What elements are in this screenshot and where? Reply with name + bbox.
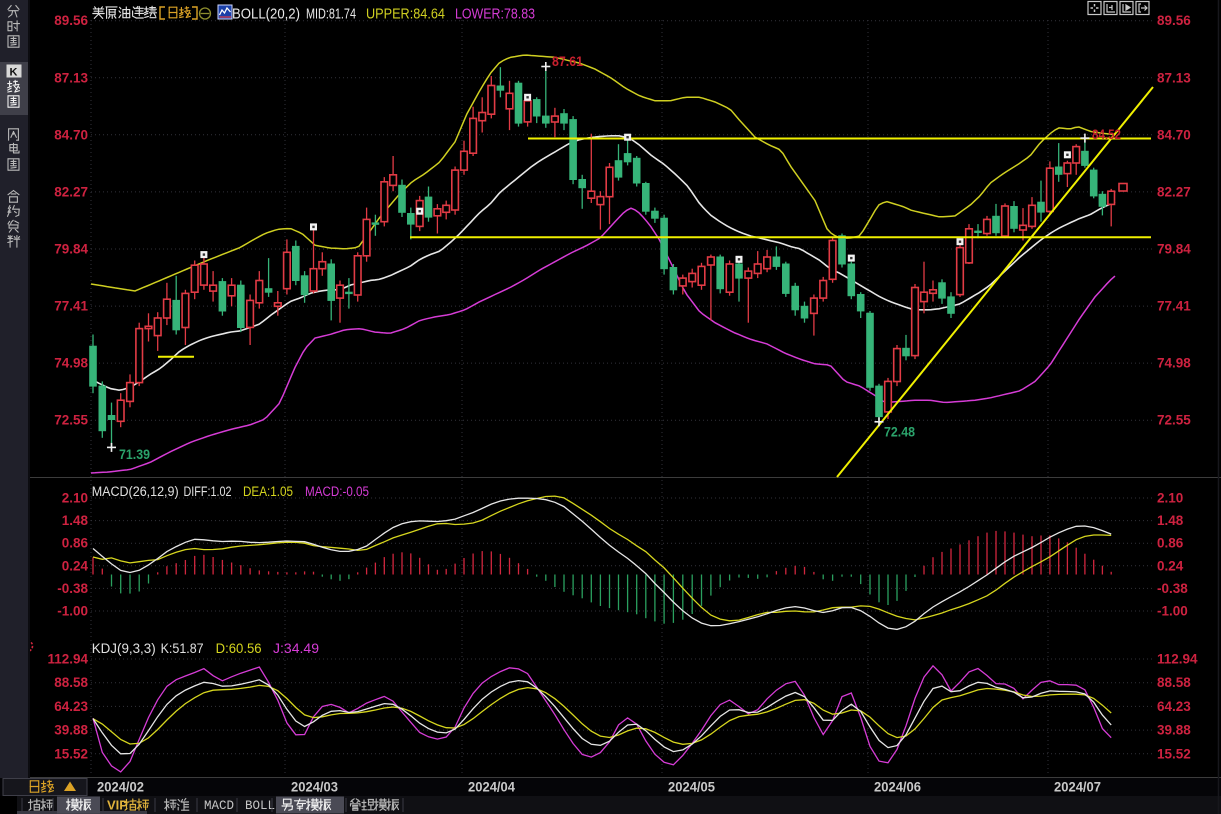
svg-text:74.98: 74.98 (1157, 356, 1191, 371)
svg-text:87.13: 87.13 (1157, 70, 1191, 85)
svg-text:74.98: 74.98 (54, 356, 88, 371)
svg-text:77.41: 77.41 (1157, 299, 1191, 314)
svg-text:84.70: 84.70 (54, 127, 88, 142)
svg-text:82.27: 82.27 (1157, 184, 1191, 199)
svg-text:-0.38: -0.38 (1157, 581, 1188, 596)
svg-text:39.88: 39.88 (1157, 723, 1191, 738)
svg-text:87.13: 87.13 (54, 70, 88, 85)
svg-text:89.56: 89.56 (1157, 13, 1191, 28)
svg-text:88.58: 88.58 (1157, 675, 1191, 690)
svg-text:88.58: 88.58 (54, 675, 88, 690)
svg-text:77.41: 77.41 (54, 299, 88, 314)
svg-text:2024/04: 2024/04 (468, 780, 515, 795)
svg-text:VIP: VIP (107, 798, 128, 813)
svg-text:0.86: 0.86 (62, 536, 89, 551)
svg-text:MACD: MACD (204, 799, 234, 813)
svg-text:1.48: 1.48 (1157, 513, 1184, 528)
svg-text:BOLL(20,2): BOLL(20,2) (232, 7, 300, 23)
svg-text:2024/03: 2024/03 (291, 780, 338, 795)
svg-text:LOWER:78.83: LOWER:78.83 (455, 7, 535, 23)
svg-text:0.24: 0.24 (1157, 558, 1184, 573)
svg-text:BOLL: BOLL (245, 799, 275, 813)
svg-text:79.84: 79.84 (54, 242, 88, 257)
svg-text:D:60.56: D:60.56 (216, 641, 262, 656)
svg-text:84.52: 84.52 (1092, 127, 1121, 142)
svg-text:2024/06: 2024/06 (874, 780, 921, 795)
svg-text:72.48: 72.48 (884, 425, 915, 440)
svg-text:87.61: 87.61 (552, 54, 583, 69)
svg-text:72.55: 72.55 (1157, 413, 1191, 428)
svg-text:72.55: 72.55 (54, 413, 88, 428)
svg-text:2024/02: 2024/02 (97, 780, 144, 795)
svg-text:2.10: 2.10 (1157, 491, 1183, 506)
svg-text:64.23: 64.23 (54, 699, 88, 714)
svg-text:-1.00: -1.00 (1157, 604, 1188, 619)
svg-text:89.56: 89.56 (54, 13, 88, 28)
svg-text:15.52: 15.52 (54, 746, 88, 761)
svg-text:MACD:-0.05: MACD:-0.05 (305, 484, 369, 499)
svg-text:UPPER:84.64: UPPER:84.64 (366, 7, 445, 23)
svg-text:KDJ(9,3,3): KDJ(9,3,3) (92, 641, 156, 656)
svg-text:J:34.49: J:34.49 (273, 641, 319, 656)
svg-text:2024/07: 2024/07 (1054, 780, 1101, 795)
svg-text:79.84: 79.84 (1157, 242, 1191, 257)
svg-text:DIFF:1.02: DIFF:1.02 (184, 484, 232, 499)
svg-text:71.39: 71.39 (119, 447, 150, 462)
svg-text:DEA:1.05: DEA:1.05 (243, 484, 293, 499)
svg-text:112.94: 112.94 (1157, 652, 1198, 667)
svg-text:64.23: 64.23 (1157, 699, 1191, 714)
svg-text:15.52: 15.52 (1157, 746, 1191, 761)
svg-text:-0.38: -0.38 (57, 581, 88, 596)
svg-text:82.27: 82.27 (54, 184, 88, 199)
svg-text:2024/05: 2024/05 (668, 780, 715, 795)
svg-text:1.48: 1.48 (62, 513, 89, 528)
svg-text:MACD(26,12,9): MACD(26,12,9) (92, 484, 179, 499)
svg-text:0.86: 0.86 (1157, 536, 1184, 551)
svg-text:84.70: 84.70 (1157, 127, 1191, 142)
svg-text:112.94: 112.94 (47, 652, 88, 667)
svg-text:2.10: 2.10 (62, 491, 88, 506)
svg-text:K: K (10, 67, 18, 79)
svg-text:K:51.87: K:51.87 (161, 641, 204, 656)
svg-text:39.88: 39.88 (54, 723, 88, 738)
svg-text:0.24: 0.24 (62, 558, 89, 573)
svg-text:-1.00: -1.00 (57, 604, 88, 619)
svg-text:MID:81.74: MID:81.74 (306, 7, 356, 23)
